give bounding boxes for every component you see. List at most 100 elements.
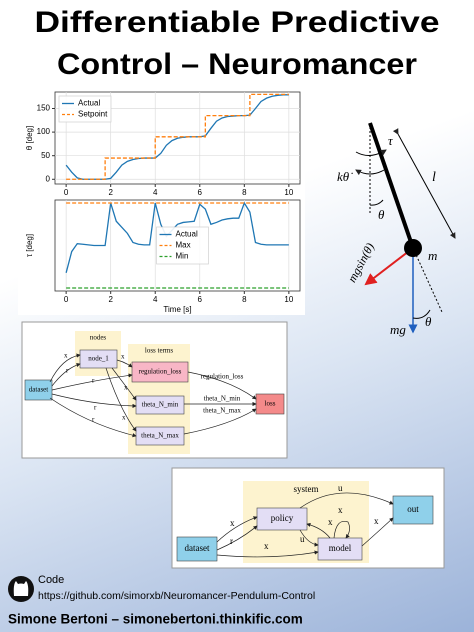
y-tick-label: 50 — [41, 151, 50, 160]
edge — [111, 367, 137, 401]
group-label: system — [293, 484, 318, 494]
x-tick-label: 0 — [64, 188, 69, 197]
group-label: loss terms — [145, 347, 173, 355]
node-label: dataset — [185, 543, 210, 553]
edge — [51, 373, 133, 391]
edge — [51, 362, 81, 387]
edge-label: r — [92, 416, 95, 424]
y-axis-label: τ [deg] — [25, 234, 34, 257]
edge — [216, 550, 319, 558]
x-tick-label: 8 — [242, 295, 247, 304]
legend-label: Min — [176, 252, 189, 261]
title: Differentiable Predictive — [35, 6, 440, 39]
edge-label: theta_N_max — [203, 407, 241, 415]
angle-arc — [369, 199, 384, 206]
x-tick-label: 0 — [64, 295, 69, 304]
edge — [299, 492, 394, 509]
x-tick-label: 2 — [108, 188, 113, 197]
damping-arc — [355, 169, 385, 176]
github-icon — [13, 581, 29, 596]
system-diagram: system policy model out dataset u x x r … — [171, 467, 445, 569]
label: θ — [378, 207, 385, 222]
edge — [49, 353, 81, 383]
x-tick-label: 10 — [284, 295, 293, 304]
edge-label: x — [328, 517, 333, 527]
y-tick-label: 0 — [46, 174, 51, 183]
label: l — [432, 170, 436, 185]
pendulum: τ kθ̇ θ l m mgsin(θ) mg θ — [337, 122, 456, 337]
x-tick-label: 6 — [198, 188, 203, 197]
edge — [183, 408, 257, 435]
edge-label: x — [124, 384, 128, 392]
angle-arc — [412, 309, 431, 319]
y-tick-label: 100 — [37, 127, 51, 136]
edge-label: x — [374, 516, 379, 526]
series-line — [65, 201, 289, 273]
label: θ — [425, 314, 432, 329]
node-label: model — [329, 543, 352, 553]
edge-label: theta_N_min — [204, 395, 241, 403]
edge-label: u — [300, 534, 305, 544]
edge-label: x — [121, 353, 125, 361]
loss-diagram: nodes loss terms dataset node_1 regulati… — [21, 321, 288, 459]
mass — [404, 239, 422, 257]
node — [79, 349, 118, 369]
torque-arc — [355, 149, 387, 156]
x-tick-label: 8 — [242, 188, 247, 197]
group-label: nodes — [90, 334, 107, 342]
node-label: policy — [271, 513, 294, 523]
y-axis-label: θ [deg] — [25, 126, 34, 150]
edge — [116, 359, 133, 368]
node-label: theta_N_max — [141, 432, 179, 440]
tangential-arrow — [364, 247, 414, 286]
title: Control – Neuromancer — [57, 48, 417, 81]
x-tick-label: 4 — [153, 188, 158, 197]
legend-label: Actual — [78, 99, 100, 108]
y-tick-label: 150 — [37, 104, 51, 113]
node-label: out — [407, 504, 419, 514]
legend-label: Max — [176, 241, 191, 250]
edge — [306, 522, 331, 539]
edge — [187, 371, 257, 400]
code-label: Code — [38, 574, 64, 586]
edge — [216, 516, 258, 543]
edge — [105, 367, 137, 432]
edge-label: r — [230, 536, 233, 546]
edge — [49, 397, 137, 438]
edge — [51, 393, 137, 409]
edge-label: r — [66, 367, 69, 375]
x-tick-label: 4 — [153, 295, 158, 304]
edge-label: x — [338, 505, 343, 515]
edge-label: u — [338, 483, 343, 493]
edge-label: x — [64, 352, 68, 360]
node — [176, 536, 218, 562]
edge-label: regulation_loss — [201, 373, 244, 381]
label: mg — [390, 322, 406, 337]
x-axis-label: Time [s] — [163, 305, 191, 314]
node-label: loss — [265, 400, 276, 408]
node-label: regulation_loss — [139, 368, 182, 376]
x-tick-label: 6 — [198, 295, 203, 304]
edge-label: x — [230, 518, 235, 528]
series-line — [66, 93, 289, 180]
author: Simone Bertoni – simonebertoni.thinkific… — [8, 612, 303, 627]
label: τ — [388, 133, 394, 148]
legend-label: Actual — [176, 230, 198, 239]
edge — [333, 521, 350, 539]
x-tick-label: 10 — [284, 188, 293, 197]
node-label: theta_N_min — [142, 401, 179, 409]
label: kθ̇ — [337, 169, 353, 184]
edge — [299, 529, 319, 547]
label: m — [428, 248, 437, 263]
legend — [58, 95, 112, 123]
length-arrow — [392, 128, 456, 239]
edge-label: r — [92, 377, 95, 385]
node — [317, 537, 363, 561]
node — [392, 495, 434, 525]
node-label: node_1 — [88, 355, 109, 363]
edge-label: r — [94, 404, 97, 412]
edge-label: x — [122, 414, 126, 422]
repo-link[interactable]: https://github.com/simorxb/Neuromancer-P… — [38, 590, 315, 602]
